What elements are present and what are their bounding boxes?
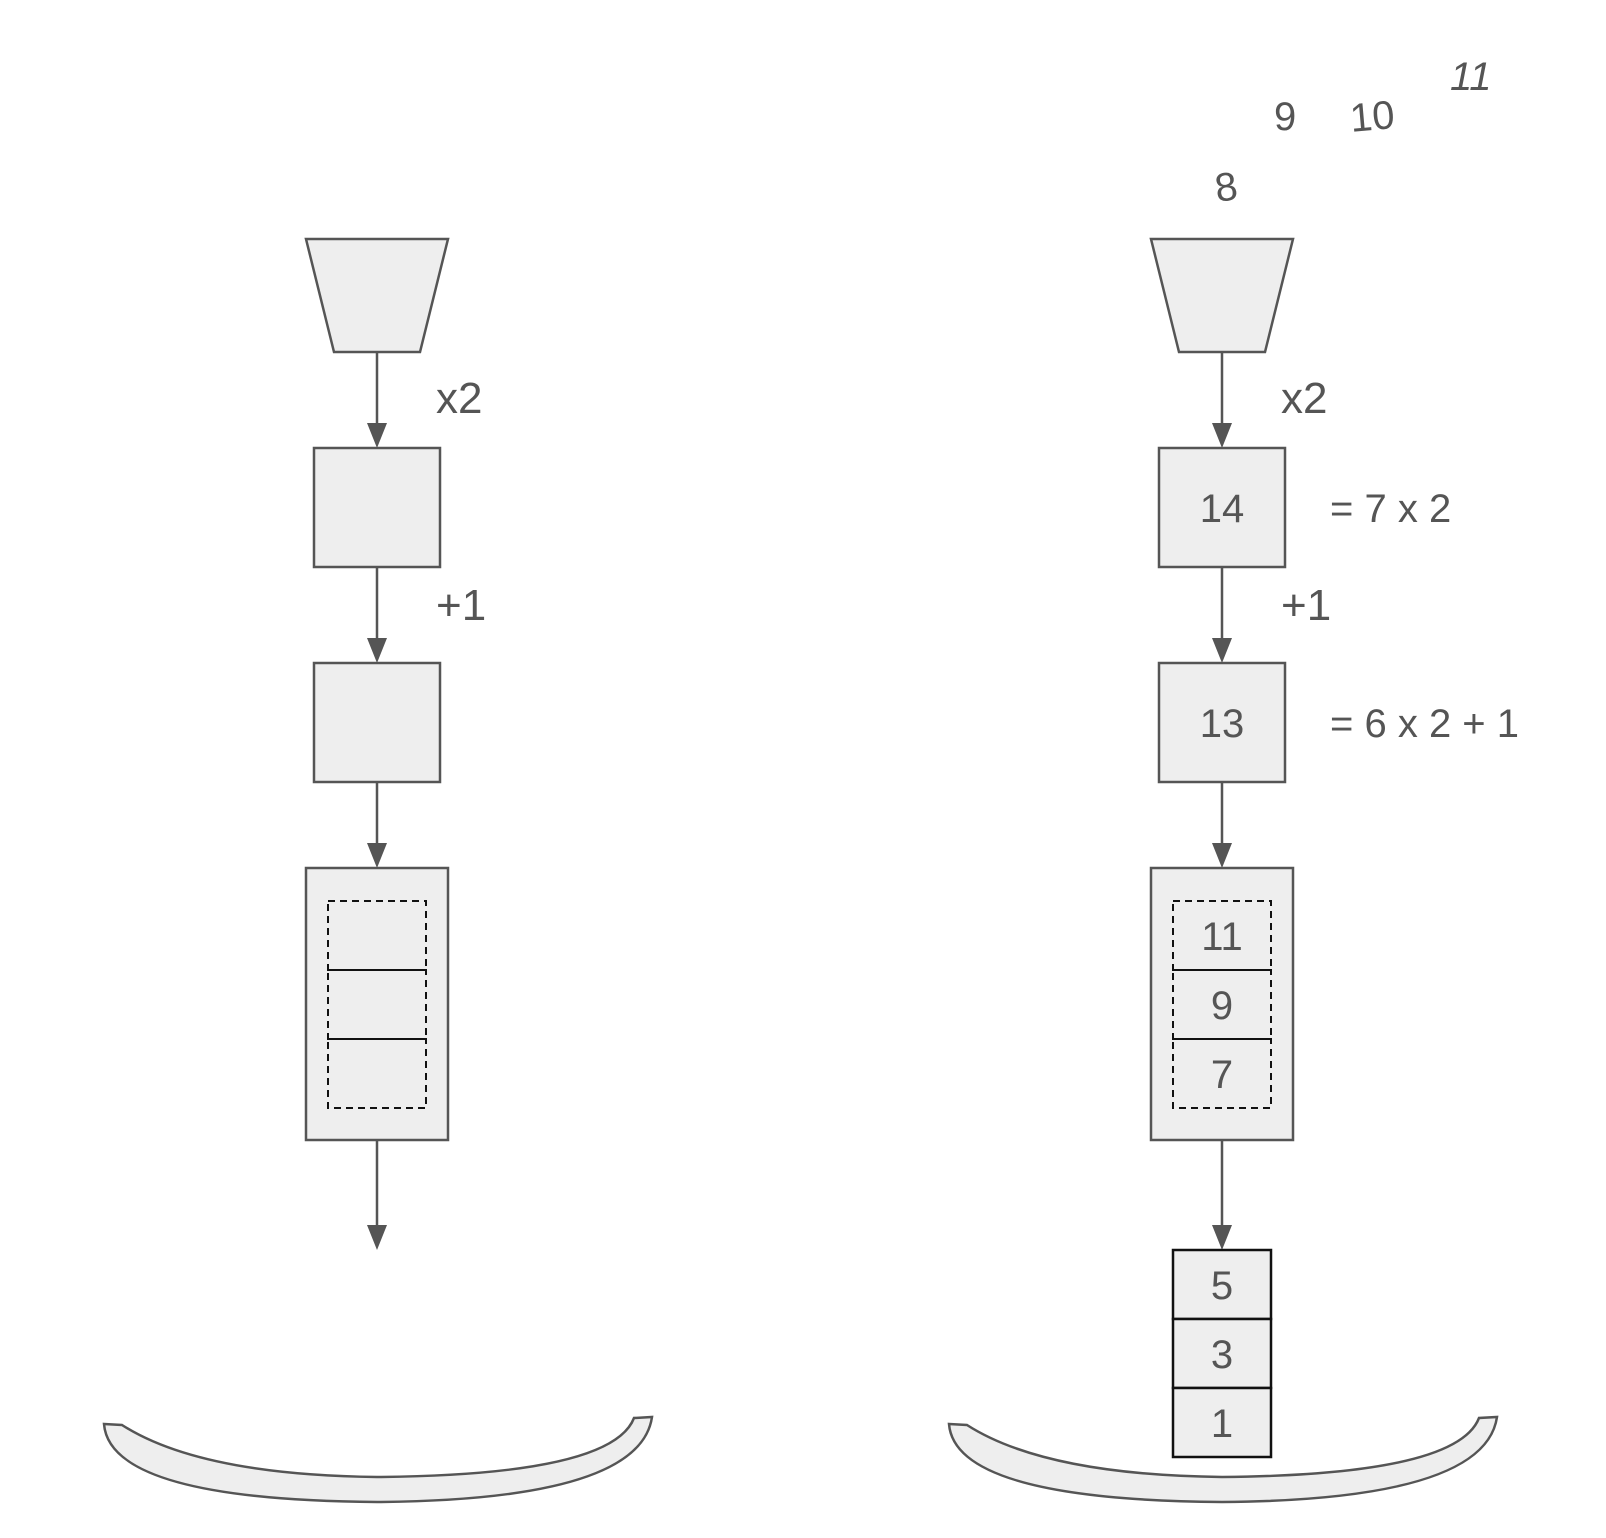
left-tray	[102, 1415, 654, 1504]
right-op-multiply: x2	[1281, 374, 1327, 423]
left-arrowhead-4	[367, 1225, 387, 1250]
output-stack-cell-2	[1171, 1317, 1273, 1390]
right-buffer	[1149, 866, 1295, 1142]
right-box-mid-equation: = 6 x 2 + 1	[1330, 702, 1519, 746]
output-stack-cell-1	[1171, 1248, 1273, 1321]
left-pipeline: x2 +1	[102, 237, 654, 1504]
right-hopper	[1149, 237, 1295, 354]
left-arrowhead-2	[367, 638, 387, 663]
incoming-number-8: 8	[1212, 164, 1240, 211]
output-stack-value-2: 3	[1211, 1333, 1233, 1377]
right-box-top-equation: = 7 x 2	[1330, 487, 1451, 531]
incoming-number-9: 9	[1274, 95, 1296, 139]
left-op-multiply: x2	[436, 374, 482, 423]
right-pipeline: 8 9 10 11 x2 14 = 7 x 2 +1 13 = 6 x 2 + …	[947, 55, 1519, 1504]
left-arrowhead-3	[367, 843, 387, 868]
right-box-mid-value: 13	[1200, 702, 1245, 746]
right-buffer-slot-3	[1172, 1038, 1272, 1109]
output-stack-value-3: 1	[1211, 1402, 1233, 1446]
output-stack-value-1: 5	[1211, 1264, 1233, 1308]
incoming-number-11: 11	[1450, 55, 1492, 99]
right-op-add: +1	[1281, 581, 1331, 630]
right-arrowhead-4	[1212, 1225, 1232, 1250]
left-buffer	[304, 866, 450, 1142]
right-tray	[947, 1415, 1499, 1504]
left-hopper	[304, 237, 450, 354]
right-arrowhead-2	[1212, 638, 1232, 663]
right-box-top-value: 14	[1200, 487, 1245, 531]
incoming-number-10: 10	[1348, 93, 1396, 141]
output-stack-cell-3	[1171, 1386, 1273, 1459]
left-box-top	[312, 446, 442, 569]
left-arrowhead-1	[367, 423, 387, 448]
right-arrowhead-1	[1212, 423, 1232, 448]
left-op-add: +1	[436, 581, 486, 630]
right-buffer-slot-1-value: 11	[1201, 915, 1243, 959]
left-buffer-slot-3	[327, 1038, 427, 1109]
right-buffer-slot-3-value: 7	[1211, 1053, 1233, 1097]
right-buffer-slot-2-value: 9	[1211, 984, 1233, 1028]
right-arrowhead-3	[1212, 843, 1232, 868]
left-box-mid	[312, 661, 442, 784]
